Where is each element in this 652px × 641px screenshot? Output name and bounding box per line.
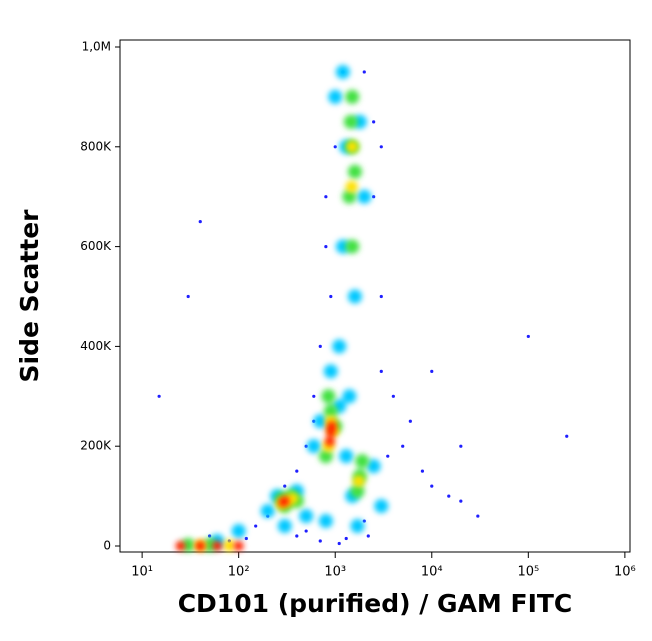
data-point (350, 519, 365, 534)
data-point (362, 70, 366, 74)
data-point (223, 539, 236, 552)
data-point (430, 484, 434, 488)
data-point (186, 294, 190, 299)
point-group (210, 64, 389, 549)
data-point (313, 414, 328, 429)
data-point (198, 220, 202, 224)
data-point (337, 541, 341, 546)
data-point (430, 369, 434, 373)
data-point (304, 529, 308, 533)
data-point (312, 394, 316, 398)
data-point (195, 541, 206, 552)
data-point (350, 484, 365, 499)
data-point (324, 195, 328, 199)
data-point (318, 514, 333, 529)
data-point (324, 244, 328, 249)
x-tick-label: 10⁴ (421, 565, 443, 580)
y-tick-label: 1,0M (82, 39, 111, 53)
data-point (277, 519, 292, 534)
data-point (447, 494, 451, 498)
plot-frame (119, 39, 631, 553)
data-point (386, 454, 390, 458)
data-point (366, 534, 370, 538)
data-point (345, 180, 358, 193)
y-axis-label: Side Scatter (15, 209, 44, 383)
x-tick-label: 10³ (324, 565, 346, 580)
data-point (345, 89, 360, 104)
data-point (459, 499, 463, 503)
data-point (333, 145, 337, 149)
data-point (343, 114, 358, 129)
data-point (344, 536, 348, 541)
y-tick-label: 400K (80, 339, 112, 353)
y-tick-label: 600K (80, 239, 112, 253)
x-tick-label: 10² (228, 565, 250, 580)
data-point (328, 89, 343, 104)
data-point (212, 541, 223, 552)
data-point (345, 239, 360, 254)
data-point (401, 444, 405, 448)
data-point (391, 394, 395, 398)
data-point (357, 189, 372, 204)
data-point (372, 195, 376, 199)
data-point (346, 140, 359, 153)
data-point (306, 439, 321, 454)
data-point (318, 344, 322, 349)
data-point (565, 434, 569, 438)
data-point (295, 469, 299, 473)
data-point (372, 120, 376, 124)
point-group (175, 421, 337, 552)
data-point (231, 524, 246, 539)
data-point (175, 541, 186, 552)
data-point (476, 514, 480, 518)
x-axis-label: CD101 (purified) / GAM FITC (178, 589, 573, 618)
data-point (342, 189, 357, 204)
data-point (352, 475, 365, 488)
data-point (321, 389, 336, 404)
x-tick-label: 10⁶ (614, 565, 636, 580)
data-point (526, 334, 530, 339)
data-point (347, 289, 362, 304)
data-point (244, 536, 248, 541)
x-tick-label: 10⁵ (517, 565, 539, 580)
data-point (323, 364, 338, 379)
data-point (379, 145, 383, 149)
data-point (459, 444, 463, 448)
data-point (366, 459, 381, 474)
data-point (318, 539, 322, 543)
data-point (157, 394, 161, 398)
data-point (324, 436, 335, 447)
data-point (326, 421, 337, 432)
data-point (355, 454, 370, 469)
y-tick-label: 0 (103, 539, 111, 553)
y-tick-label: 800K (80, 139, 112, 153)
data-point (329, 294, 333, 299)
data-point (379, 369, 383, 373)
data-point (260, 504, 275, 519)
data-point (342, 389, 357, 404)
x-tick-label: 10¹ (131, 565, 153, 580)
data-point (347, 164, 362, 179)
data-point (283, 484, 287, 488)
data-point (278, 497, 289, 508)
data-point (208, 534, 212, 538)
y-tick-label: 200K (80, 439, 112, 453)
data-point (420, 469, 425, 473)
data-point (408, 419, 412, 423)
data-point (254, 524, 258, 528)
data-point (339, 449, 354, 464)
data-point (362, 519, 366, 523)
data-point (323, 404, 338, 419)
data-point (374, 499, 389, 514)
data-point (332, 339, 347, 354)
data-point (379, 294, 383, 299)
data-point (335, 64, 350, 79)
data-point (233, 541, 244, 552)
data-point (318, 449, 333, 464)
data-point (299, 509, 314, 524)
data-point (295, 534, 299, 538)
